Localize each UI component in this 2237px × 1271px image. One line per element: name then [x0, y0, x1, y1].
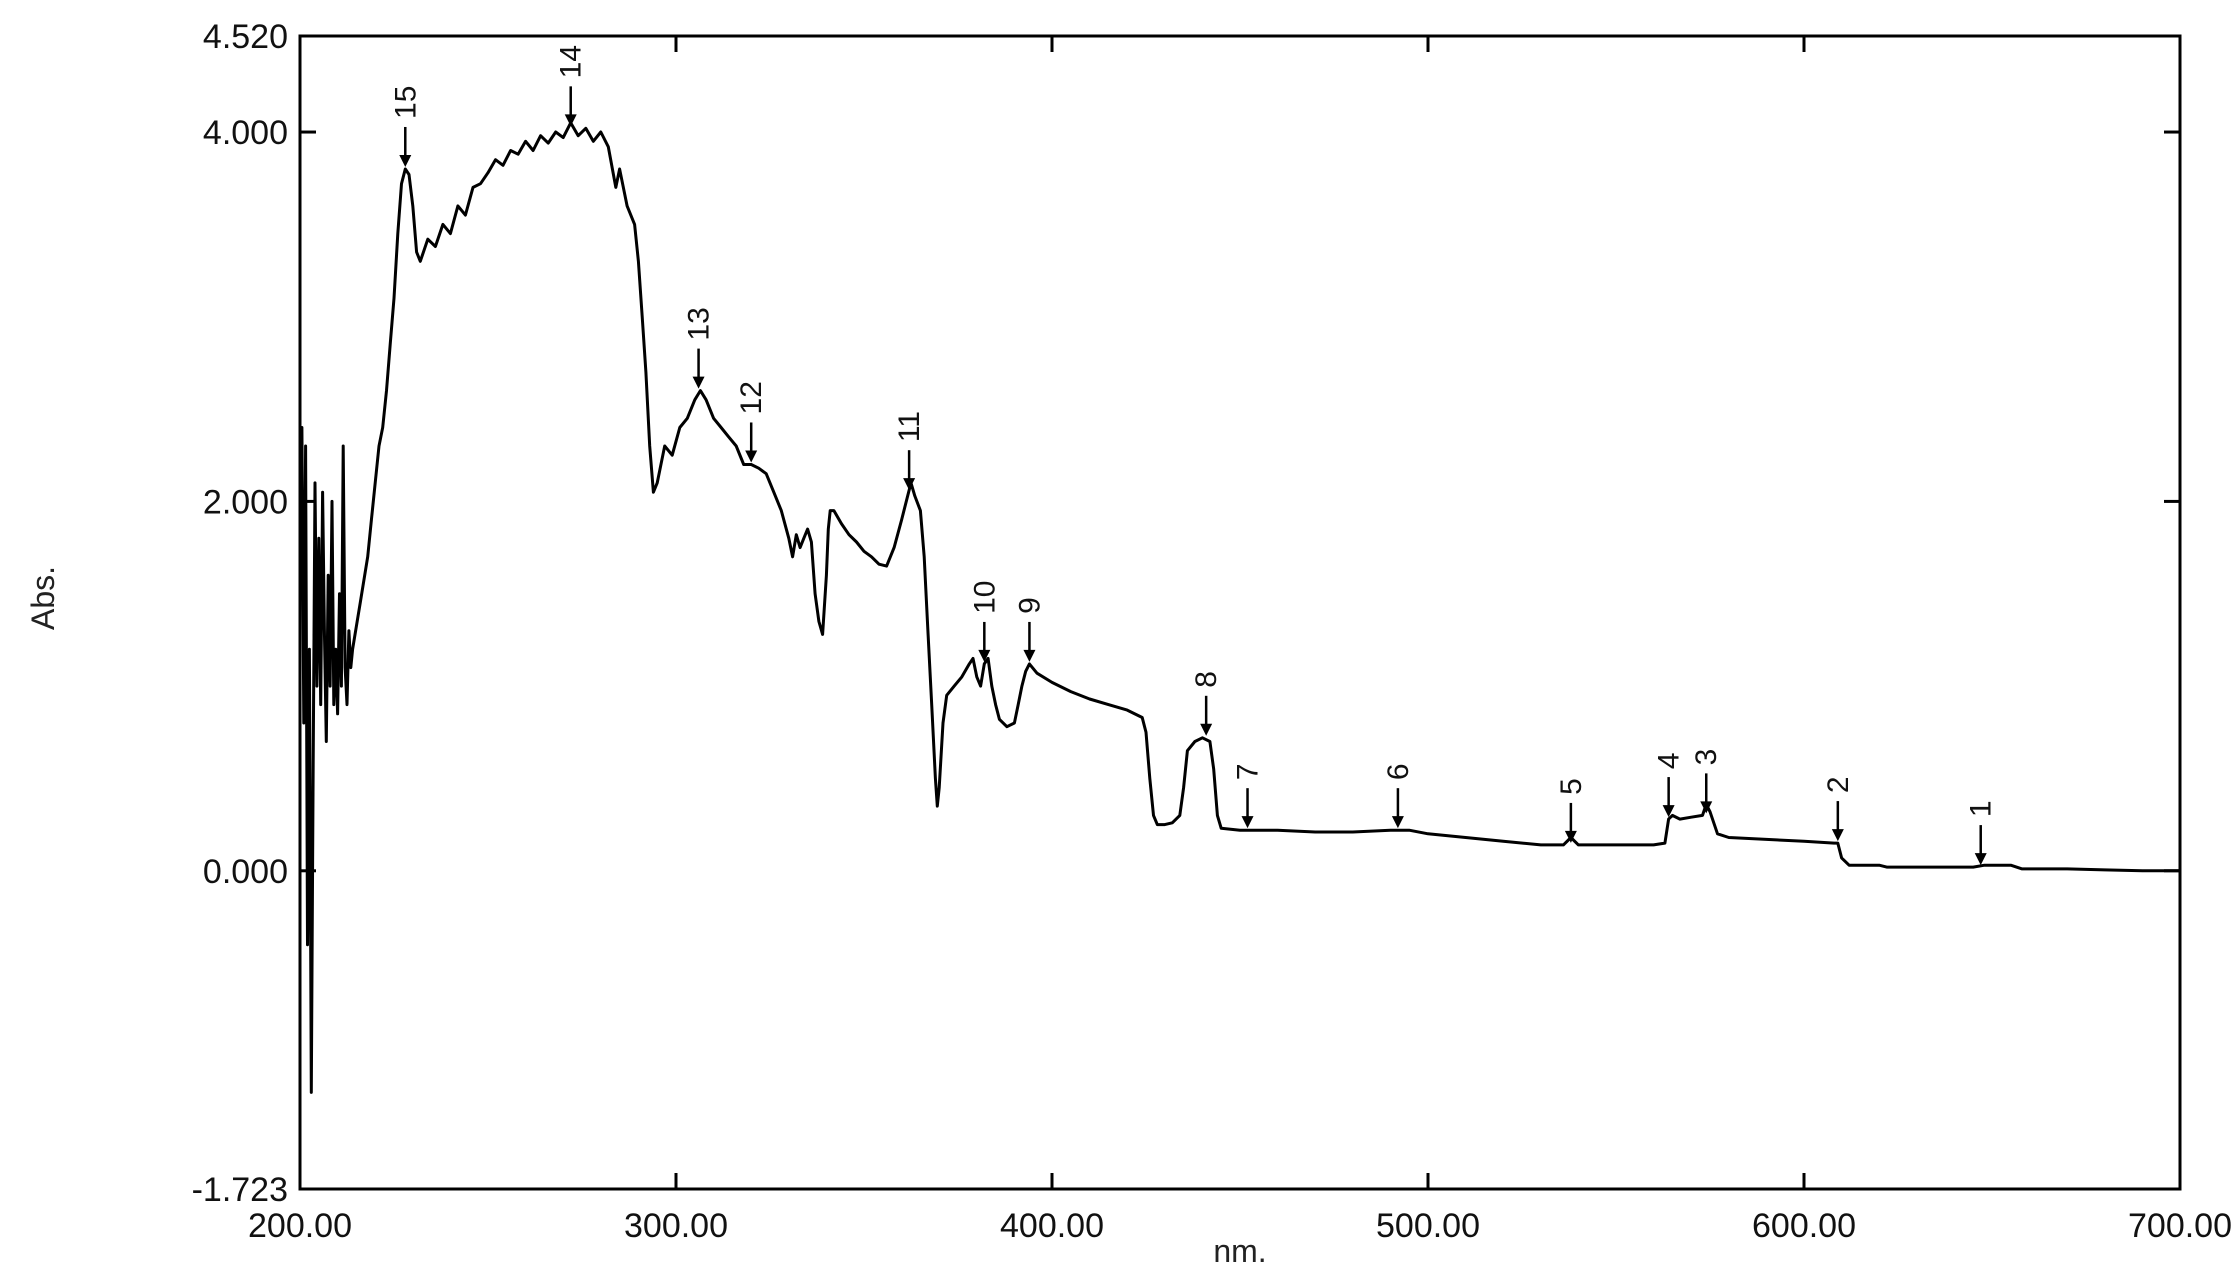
y-tick-label: -1.723 [192, 1171, 288, 1209]
peak-label: 1 [1965, 800, 1998, 817]
y-tick-labels: -1.723 0.000 2.000 4.000 4.520 [192, 18, 288, 1209]
x-tick-label: 500.00 [1376, 1207, 1480, 1245]
axis-ticks [298, 34, 2182, 1191]
y-axis-title: Abs. [25, 566, 61, 630]
peak-label: 9 [1013, 597, 1046, 614]
peak-marker-7: 7 [1232, 763, 1265, 829]
peak-marker-4: 4 [1653, 752, 1686, 818]
peak-marker-15: 15 [389, 86, 422, 167]
peak-label: 8 [1190, 671, 1223, 688]
y-tick-label: 0.000 [203, 853, 288, 891]
plot-frame [298, 34, 2182, 1191]
peak-marker-14: 14 [555, 45, 588, 127]
x-axis-title: nm. [1213, 1233, 1266, 1269]
peak-label: 2 [1822, 776, 1855, 793]
peak-label: 15 [389, 86, 422, 119]
x-tick-label: 600.00 [1752, 1207, 1856, 1245]
x-tick-label: 400.00 [1000, 1207, 1104, 1245]
spectrum-line [298, 121, 2180, 1094]
peak-marker-13: 13 [683, 307, 716, 389]
peak-marker-10: 10 [968, 581, 1001, 662]
peak-marker-1: 1 [1965, 800, 1998, 866]
x-tick-labels: 200.00 300.00 400.00 500.00 600.00 700.00 [248, 1207, 2232, 1245]
peak-label: 14 [555, 45, 588, 78]
peak-label: 10 [968, 581, 1001, 614]
peak-marker-8: 8 [1190, 671, 1223, 736]
peak-marker-12: 12 [735, 381, 768, 463]
x-tick-label: 300.00 [624, 1207, 728, 1245]
y-tick-label: 4.520 [203, 18, 288, 56]
peak-label: 13 [683, 307, 716, 340]
peak-label: 7 [1232, 763, 1265, 780]
x-tick-label: 200.00 [248, 1207, 352, 1245]
peak-label: 11 [893, 411, 926, 442]
x-tick-label: 700.00 [2128, 1207, 2232, 1245]
peak-marker-9: 9 [1013, 597, 1046, 662]
peak-label: 12 [735, 381, 768, 414]
peak-marker-3: 3 [1690, 749, 1723, 814]
y-tick-label: 2.000 [203, 483, 288, 521]
peak-marker-6: 6 [1382, 763, 1415, 829]
peak-marker-2: 2 [1822, 776, 1855, 842]
y-tick-label: 4.000 [203, 114, 288, 152]
peak-label: 4 [1653, 752, 1686, 769]
peak-label: 3 [1690, 749, 1723, 766]
peak-label: 5 [1555, 778, 1588, 795]
peak-marker-11: 11 [893, 411, 926, 491]
peak-label: 6 [1382, 763, 1415, 780]
peak-marker-5: 5 [1555, 778, 1588, 843]
